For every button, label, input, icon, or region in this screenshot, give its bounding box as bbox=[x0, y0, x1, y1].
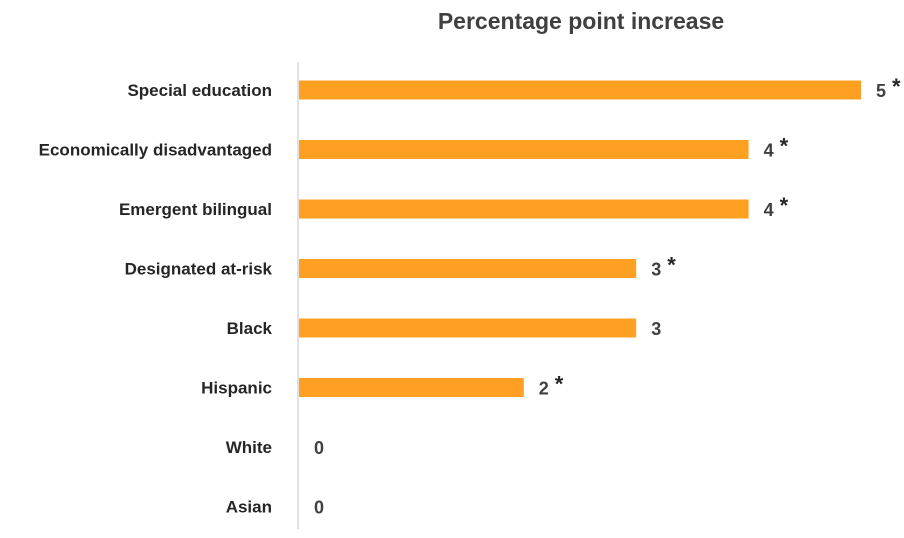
bars-group: Special education 5 * Economically disadvan… bbox=[39, 74, 901, 518]
category-label-hispanic: Hispanic bbox=[201, 379, 272, 398]
significance-marker-hispanic: * bbox=[555, 372, 564, 397]
bar-special-education bbox=[299, 80, 861, 100]
significance-marker-designated-at-risk: * bbox=[667, 253, 676, 278]
category-label-designated-at-risk: Designated at-risk bbox=[125, 260, 273, 279]
significance-marker-emergent-bilingual: * bbox=[780, 193, 789, 218]
chart-title: Percentage point increase bbox=[438, 8, 724, 34]
bar-hispanic bbox=[299, 378, 524, 397]
value-label-white: 0 bbox=[314, 438, 324, 458]
bar-black bbox=[299, 318, 637, 338]
bar-designated-at-risk bbox=[299, 259, 637, 278]
bar-emergent-bilingual bbox=[299, 199, 749, 219]
value-label-emergent-bilingual: 4 bbox=[764, 200, 774, 220]
category-label-special-education: Special education bbox=[127, 81, 272, 100]
value-label-hispanic: 2 bbox=[539, 379, 549, 399]
significance-marker-economically-disadvantaged: * bbox=[780, 134, 789, 159]
value-label-asian: 0 bbox=[314, 498, 324, 518]
value-label-designated-at-risk: 3 bbox=[651, 260, 661, 280]
bar-economically-disadvantaged bbox=[299, 140, 749, 159]
category-label-white: White bbox=[226, 438, 272, 457]
value-label-economically-disadvantaged: 4 bbox=[764, 141, 774, 161]
category-label-economically-disadvantaged: Economically disadvantaged bbox=[39, 141, 272, 160]
category-label-emergent-bilingual: Emergent bilingual bbox=[119, 200, 272, 219]
value-label-black: 3 bbox=[651, 319, 661, 339]
significance-marker-special-education: * bbox=[892, 74, 901, 99]
value-label-special-education: 5 bbox=[876, 81, 886, 101]
category-label-black: Black bbox=[227, 319, 273, 338]
category-label-asian: Asian bbox=[226, 498, 272, 517]
